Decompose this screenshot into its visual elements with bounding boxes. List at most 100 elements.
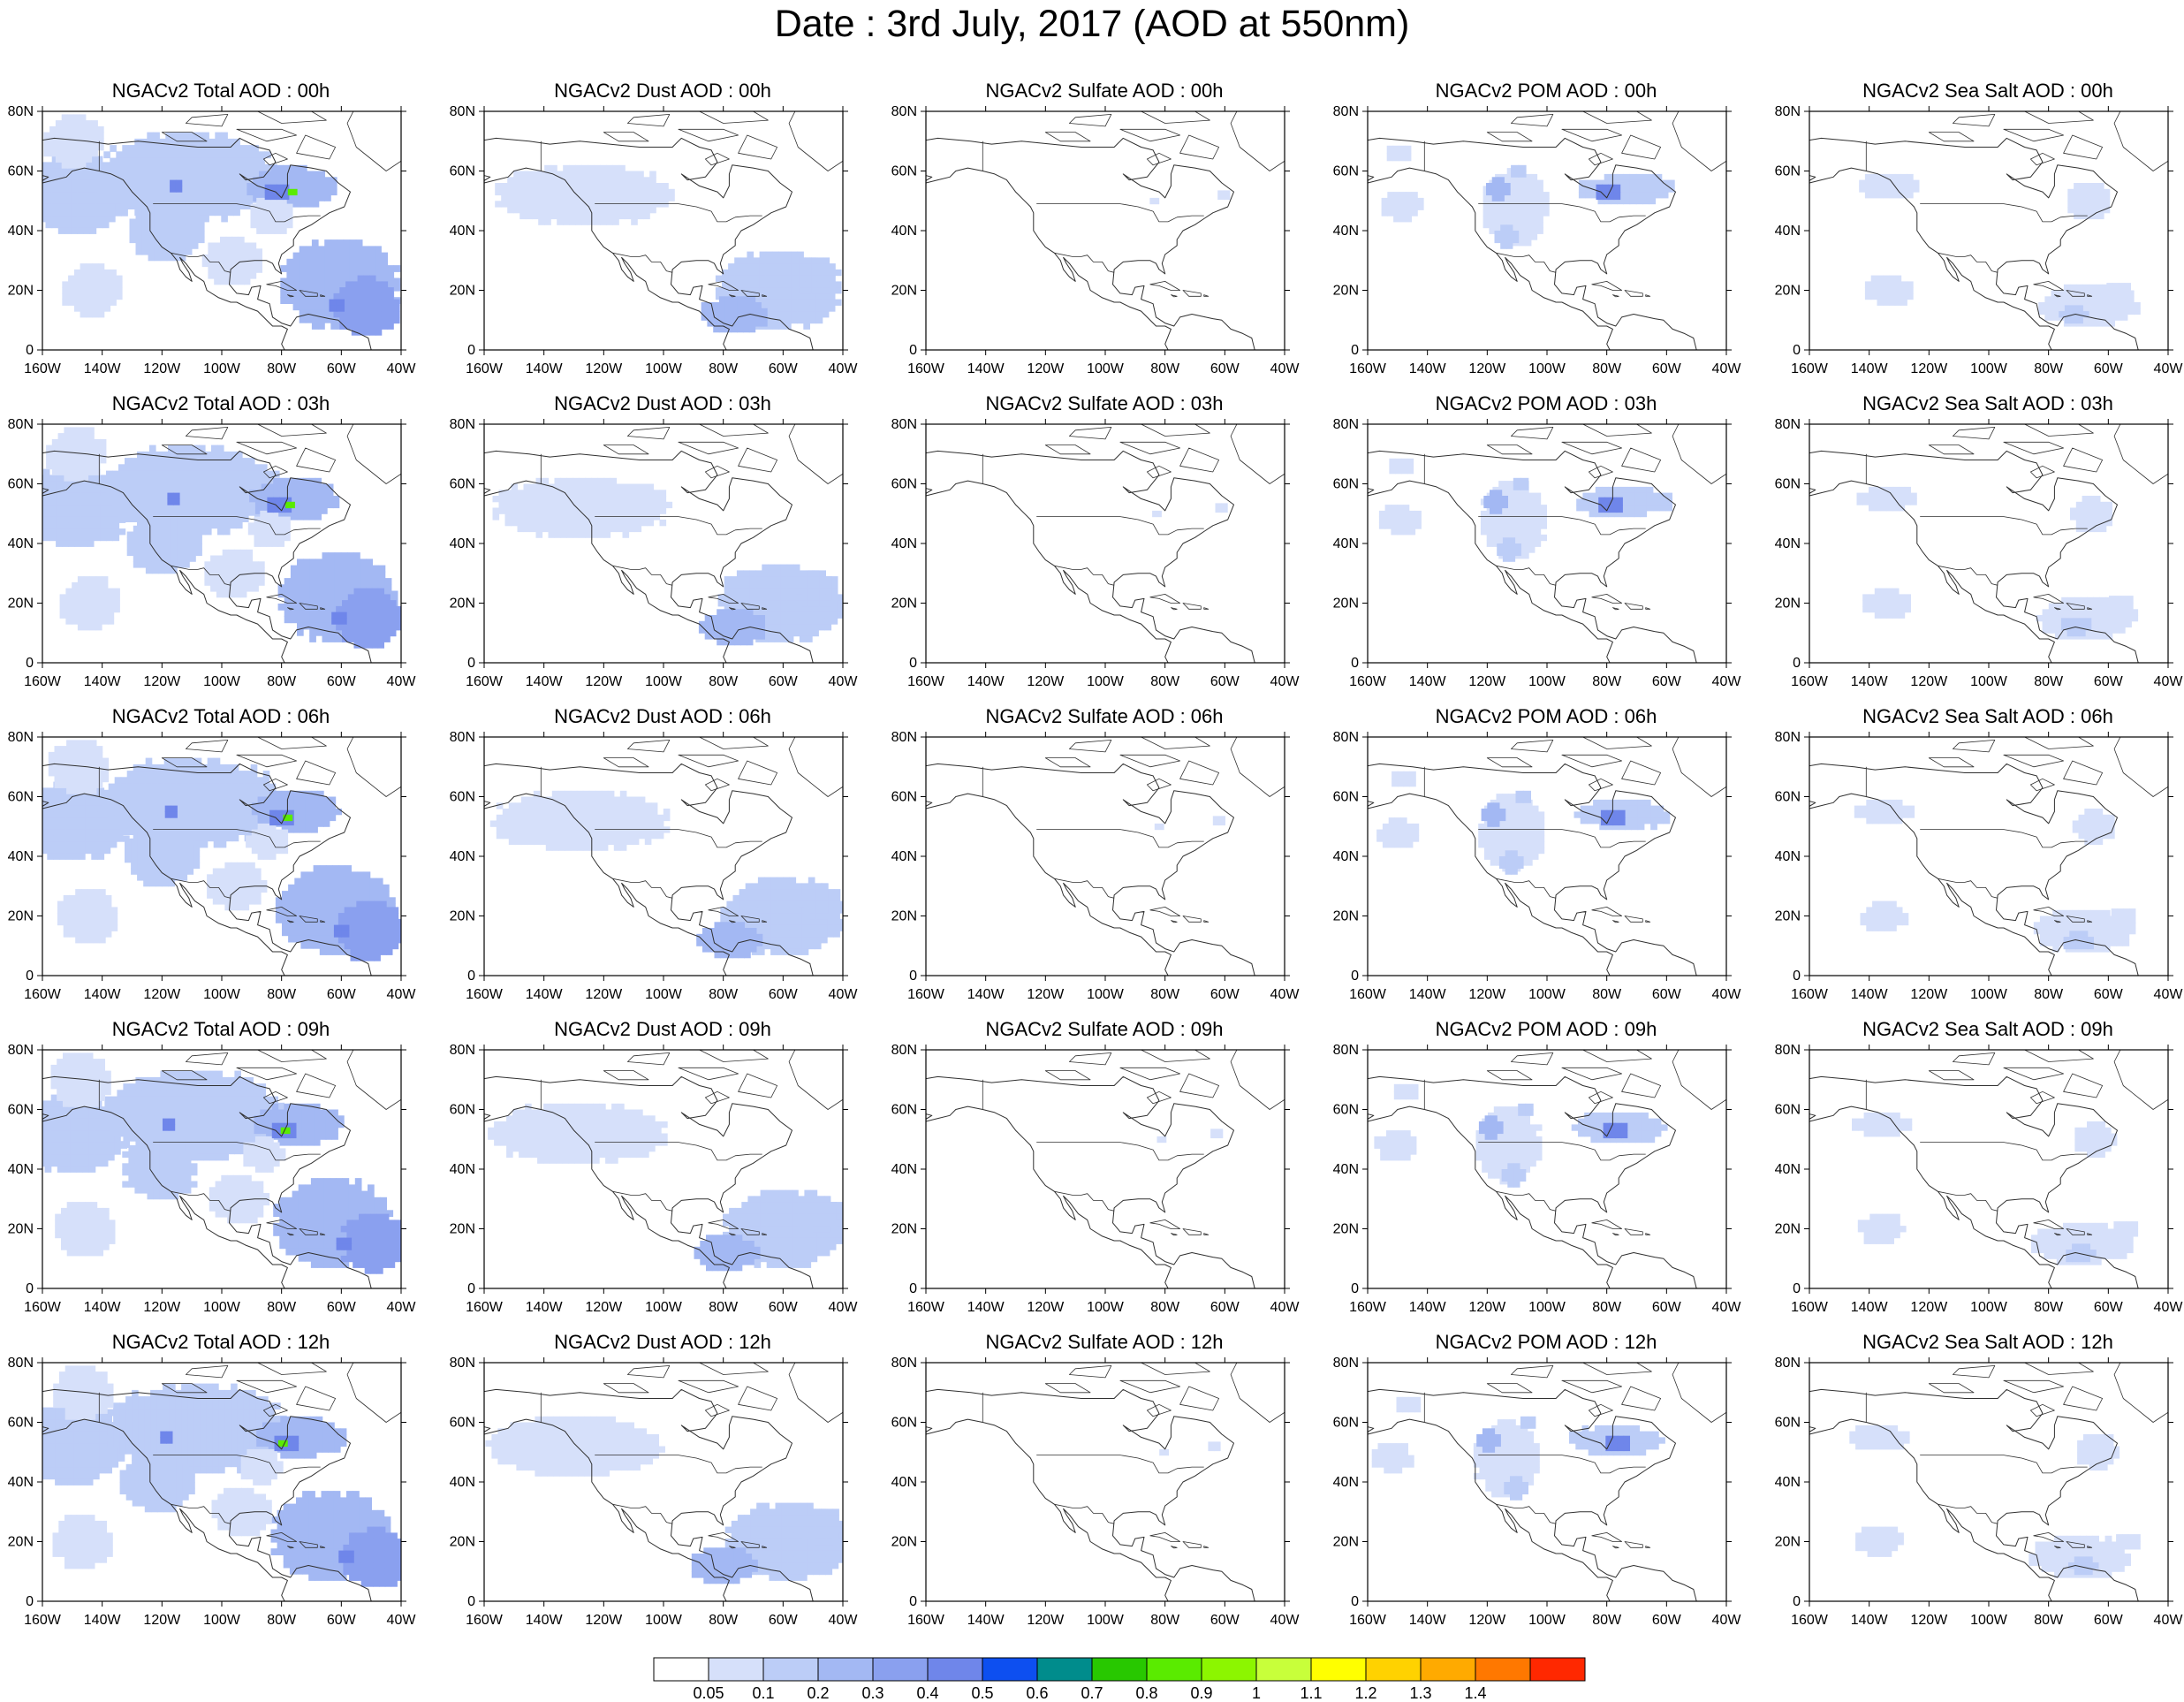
aod-cell: [87, 433, 95, 440]
aod-cell: [361, 258, 369, 266]
aod-cell: [2089, 290, 2097, 297]
lon-tick-label: 80W: [709, 674, 739, 689]
aod-cell: [91, 841, 98, 848]
aod-cell: [168, 476, 175, 484]
aod-cell: [1530, 203, 1538, 210]
aod-cell: [85, 847, 92, 855]
aod-cell: [1498, 528, 1505, 536]
aod-cell: [303, 584, 310, 592]
lon-tick-label: 120W: [585, 674, 623, 689]
aod-cell: [387, 287, 394, 294]
aod-cell: [228, 567, 235, 574]
aod-cell: [1498, 534, 1505, 542]
aod-cell: [1877, 293, 1884, 300]
aod-cell: [2079, 629, 2086, 637]
aod-cell: [171, 195, 178, 203]
aod-cell: [193, 470, 200, 478]
aod-cell: [801, 594, 808, 601]
aod-cell: [322, 552, 330, 559]
aod-cell: [210, 585, 217, 592]
island-outline: [603, 132, 649, 142]
aod-cell: [2070, 513, 2077, 520]
aod-cell: [134, 183, 141, 191]
aod-cell: [548, 525, 556, 533]
aod-cell: [248, 502, 255, 510]
aod-cell: [336, 299, 345, 306]
aod-cell: [244, 248, 251, 255]
aod-cell: [786, 612, 794, 619]
aod-cell: [2066, 624, 2074, 631]
aod-cell: [834, 299, 842, 306]
aod-cell: [248, 470, 255, 478]
aod-cell: [172, 242, 180, 249]
aod-cell: [87, 438, 95, 446]
aod-cell: [818, 618, 825, 625]
aod-cell: [305, 252, 313, 260]
aod-cell: [792, 605, 800, 613]
aod-cell: [322, 558, 330, 566]
aod-cell: [737, 308, 744, 315]
aod-cell: [72, 835, 80, 842]
aod-cell: [628, 501, 636, 509]
aod-cell: [1629, 197, 1637, 205]
aod-cell: [755, 308, 762, 315]
aod-cell: [336, 305, 345, 312]
aod-cell: [381, 311, 389, 318]
aod-cell: [717, 600, 725, 607]
aod-cell: [254, 534, 261, 542]
aod-cell: [616, 520, 624, 527]
aod-cell: [369, 293, 376, 300]
aod-cell: [1384, 522, 1392, 529]
aod-cell: [768, 618, 776, 625]
aod-cell: [1907, 173, 1914, 181]
aod-cell: [290, 610, 298, 617]
aod-cell: [785, 287, 792, 294]
map-panel-total-03h: NGACv2 Total AOD : 03h 160W 140W 120W 100W 80…: [0, 392, 442, 702]
island-outline: [236, 441, 298, 455]
aod-cell: [808, 600, 815, 607]
aod-cell: [824, 612, 832, 619]
aod-cell: [62, 510, 69, 518]
lat-tick-label: 40N: [1775, 224, 1801, 239]
aod-cell: [819, 576, 826, 583]
aod-cell: [221, 145, 228, 152]
aod-cell: [184, 157, 191, 165]
aod-cell: [83, 168, 91, 175]
aod-cell: [57, 179, 65, 186]
aod-cell: [133, 802, 140, 810]
aod-cell: [728, 627, 736, 634]
aod-cell: [2063, 290, 2071, 297]
lat-tick-label: 60N: [1333, 164, 1359, 179]
aod-cell: [89, 179, 97, 186]
aod-cell: [1627, 510, 1634, 518]
aod-cell: [85, 841, 92, 848]
aod-cell: [297, 501, 304, 509]
aod-cell: [1490, 490, 1497, 497]
aod-cell: [309, 596, 316, 604]
aod-cell: [390, 624, 397, 631]
aod-cell: [153, 151, 160, 159]
aod-cell: [147, 145, 154, 152]
aod-cell: [315, 507, 322, 514]
aod-cell: [1486, 540, 1494, 547]
aod-cell: [137, 490, 144, 498]
aod-cell: [166, 248, 174, 255]
aod-cell: [2070, 316, 2078, 324]
aod-cell: [277, 540, 284, 547]
aod-cell: [377, 635, 384, 642]
lon-tick-label: 100W: [645, 674, 683, 689]
aod-cell: [49, 528, 57, 536]
aod-cell: [324, 258, 331, 266]
aod-cell: [18, 498, 25, 505]
aod-cell: [178, 255, 186, 262]
aod-cell: [277, 584, 285, 592]
aod-cell: [322, 584, 330, 592]
aod-cell: [1534, 528, 1542, 536]
aod-cell: [196, 202, 203, 209]
aod-cell: [318, 194, 325, 201]
aod-cell: [371, 642, 379, 649]
aod-cell: [64, 227, 72, 234]
aod-cell: [797, 251, 804, 258]
aod-cell: [318, 188, 325, 196]
aod-cell: [92, 305, 99, 312]
